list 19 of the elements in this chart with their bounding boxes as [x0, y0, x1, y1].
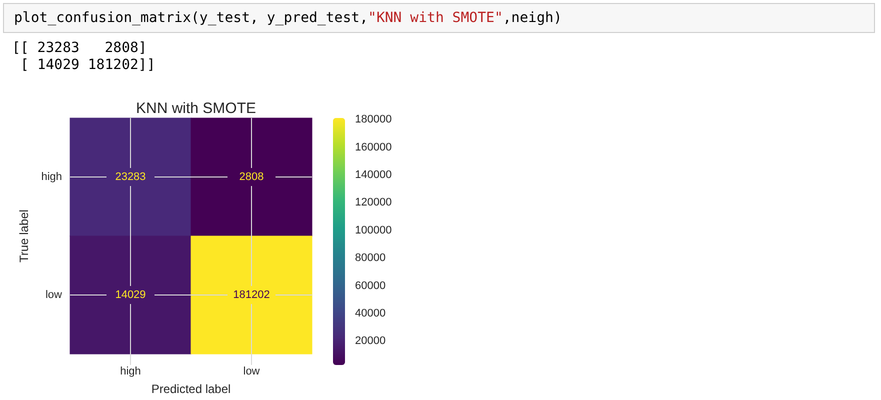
data-label: 2808: [239, 171, 264, 183]
data-label: 14029: [115, 289, 146, 301]
text: [ 14029 181202]]: [20, 57, 156, 73]
y-axis-title: True label: [17, 210, 31, 262]
color-bar-label: 60000: [355, 280, 386, 292]
color-bar-label: 140000: [355, 169, 392, 182]
text: [[ 23283 2808]: [12, 40, 147, 56]
color-bar-label: 80000: [355, 252, 386, 264]
text: plot_confusion_matrix(y_test, y_pred_test,"KNN with SMOTE",neigh): [14, 10, 562, 26]
color-bar-label: 40000: [355, 308, 386, 320]
x-axis-title: Predicted label: [151, 382, 231, 396]
chart-title: KNN with SMOTE: [136, 100, 256, 117]
data-label: 23283: [115, 171, 146, 183]
color-bar-label: 120000: [355, 196, 392, 209]
color-bar-label: 180000: [355, 114, 392, 126]
color-bar-label: 20000: [355, 335, 386, 348]
color-bar-label: 100000: [355, 224, 392, 236]
color-bar-label: 160000: [355, 141, 392, 154]
data-label: 181202: [233, 289, 270, 301]
